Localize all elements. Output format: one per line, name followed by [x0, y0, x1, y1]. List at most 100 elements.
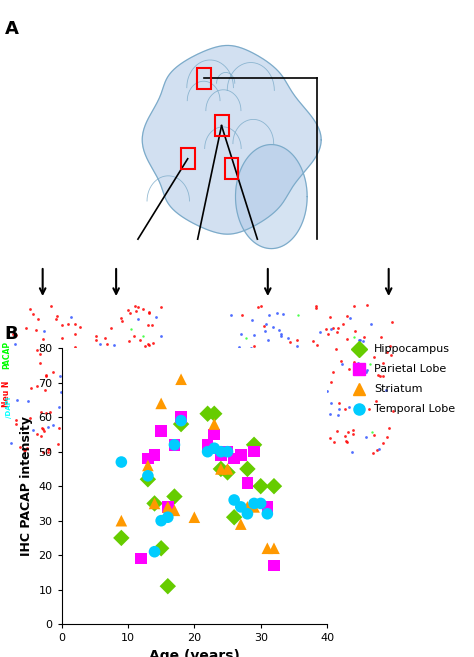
Point: [250, 447, 258, 457]
Point: [293, 341, 301, 351]
Point: [279, 309, 287, 319]
Point: [270, 481, 278, 491]
Point: [230, 453, 238, 464]
Point: [130, 331, 137, 342]
Point: [93, 330, 100, 341]
Point: [342, 436, 349, 446]
Point: [246, 423, 253, 434]
Point: [75, 392, 83, 403]
Text: B: B: [5, 325, 18, 343]
Point: [12, 419, 19, 430]
Point: [277, 329, 284, 340]
Point: [33, 380, 41, 391]
Point: [123, 378, 130, 388]
Polygon shape: [236, 145, 307, 248]
Point: [177, 415, 185, 426]
Point: [151, 498, 158, 509]
Point: [55, 423, 63, 434]
Point: [224, 447, 231, 457]
Point: [359, 401, 366, 412]
Point: [287, 419, 295, 429]
Point: [332, 344, 340, 354]
Point: [12, 415, 20, 426]
Point: [46, 407, 54, 417]
Point: [96, 339, 104, 350]
Point: [44, 421, 52, 432]
Point: [263, 319, 270, 329]
Point: [122, 344, 130, 355]
Point: [261, 326, 269, 336]
Point: [145, 320, 152, 330]
Point: [250, 329, 258, 340]
Point: [383, 347, 390, 357]
Point: [261, 388, 268, 399]
Point: [346, 313, 354, 323]
Point: [364, 300, 371, 311]
Point: [204, 409, 211, 419]
Point: [271, 448, 279, 459]
Point: [387, 350, 395, 360]
Point: [269, 358, 277, 369]
Point: [366, 359, 374, 369]
Point: [345, 427, 352, 438]
Point: [32, 325, 40, 336]
Point: [254, 302, 262, 313]
Point: [157, 398, 165, 409]
Point: [125, 336, 133, 346]
Point: [251, 412, 258, 422]
Point: [11, 339, 18, 350]
Point: [151, 547, 158, 557]
Point: [147, 380, 155, 390]
Point: [293, 334, 301, 345]
Point: [326, 409, 333, 419]
Point: [369, 448, 377, 459]
Point: [276, 444, 284, 455]
Point: [143, 354, 151, 365]
Point: [386, 341, 393, 351]
Point: [230, 512, 238, 522]
Point: [255, 426, 263, 437]
Point: [12, 330, 20, 341]
Point: [52, 313, 59, 324]
Text: /DAPI: /DAPI: [6, 397, 12, 418]
Point: [164, 502, 172, 512]
Point: [316, 361, 323, 371]
Point: [138, 376, 146, 387]
Point: [137, 382, 144, 393]
Point: [22, 445, 29, 455]
Point: [389, 317, 396, 327]
Point: [74, 418, 82, 428]
Point: [27, 413, 34, 423]
Point: [341, 431, 348, 442]
Point: [264, 509, 271, 519]
Point: [248, 315, 256, 325]
Point: [59, 408, 67, 419]
Point: [224, 447, 231, 457]
Point: [37, 407, 45, 418]
Point: [244, 509, 251, 519]
Point: [140, 418, 147, 428]
Point: [283, 409, 291, 419]
Point: [135, 432, 142, 443]
Point: [377, 331, 384, 342]
Point: [309, 336, 317, 346]
Point: [320, 443, 328, 454]
Point: [365, 403, 373, 414]
Point: [273, 430, 281, 441]
Point: [136, 334, 143, 345]
Point: [152, 311, 160, 322]
Point: [55, 439, 62, 449]
Point: [235, 416, 242, 426]
Point: [210, 419, 218, 430]
Text: PACAP: PACAP: [2, 341, 11, 369]
X-axis label: Age (years): Age (years): [149, 648, 240, 657]
Point: [250, 498, 258, 509]
Point: [157, 302, 164, 312]
Point: [132, 353, 139, 364]
Point: [74, 369, 82, 380]
Point: [244, 373, 251, 383]
Point: [231, 391, 238, 401]
Point: [92, 335, 100, 346]
Point: [129, 411, 137, 421]
Point: [29, 309, 37, 319]
